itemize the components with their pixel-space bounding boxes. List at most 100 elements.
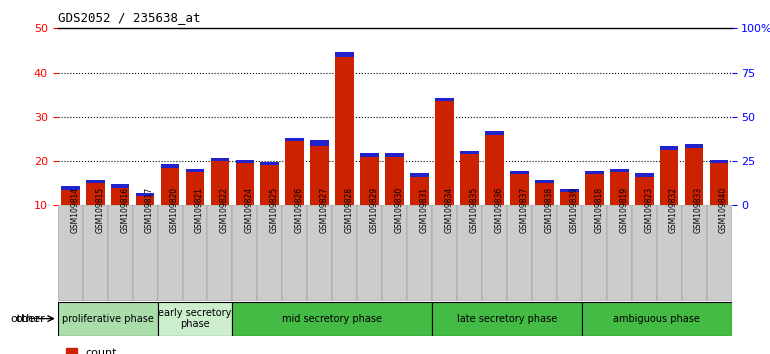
Bar bbox=[385, 156, 404, 205]
FancyBboxPatch shape bbox=[657, 205, 681, 301]
Text: early secretory
phase: early secretory phase bbox=[159, 308, 232, 330]
FancyBboxPatch shape bbox=[607, 205, 631, 301]
Text: GSM109814: GSM109814 bbox=[70, 187, 79, 233]
FancyBboxPatch shape bbox=[357, 205, 382, 301]
FancyBboxPatch shape bbox=[158, 205, 182, 301]
Bar bbox=[435, 101, 454, 205]
FancyBboxPatch shape bbox=[233, 302, 432, 336]
FancyBboxPatch shape bbox=[482, 205, 507, 301]
Text: GSM109817: GSM109817 bbox=[145, 187, 154, 233]
Text: GSM109838: GSM109838 bbox=[544, 187, 554, 233]
Bar bbox=[410, 177, 429, 205]
FancyBboxPatch shape bbox=[707, 205, 732, 301]
Bar bbox=[385, 153, 404, 156]
FancyBboxPatch shape bbox=[82, 205, 108, 301]
Bar bbox=[360, 156, 379, 205]
Bar bbox=[61, 186, 79, 190]
Bar bbox=[286, 138, 304, 141]
Bar bbox=[510, 171, 529, 175]
Bar bbox=[535, 183, 554, 205]
Bar bbox=[136, 196, 155, 205]
Bar bbox=[485, 131, 504, 135]
Text: GSM109827: GSM109827 bbox=[320, 187, 329, 233]
Bar bbox=[286, 141, 304, 205]
Bar bbox=[310, 140, 329, 145]
Bar bbox=[660, 147, 678, 150]
Text: GDS2052 / 235638_at: GDS2052 / 235638_at bbox=[58, 11, 200, 24]
Bar bbox=[634, 177, 654, 205]
Bar bbox=[236, 160, 254, 163]
Bar bbox=[634, 173, 654, 177]
Text: GSM109820: GSM109820 bbox=[170, 187, 179, 233]
Text: GSM109821: GSM109821 bbox=[195, 187, 204, 233]
FancyBboxPatch shape bbox=[307, 205, 332, 301]
Text: other: other bbox=[10, 314, 40, 324]
Text: GSM109837: GSM109837 bbox=[520, 187, 528, 233]
Bar bbox=[260, 162, 280, 166]
Bar bbox=[186, 172, 204, 205]
Bar bbox=[585, 175, 604, 205]
Bar bbox=[685, 144, 704, 148]
Text: GSM109829: GSM109829 bbox=[370, 187, 379, 233]
Bar bbox=[310, 145, 329, 205]
Text: late secretory phase: late secretory phase bbox=[457, 314, 557, 324]
Legend: count, percentile rank within the sample: count, percentile rank within the sample bbox=[63, 346, 276, 354]
FancyBboxPatch shape bbox=[158, 302, 233, 336]
Text: GSM109818: GSM109818 bbox=[594, 187, 603, 233]
Bar bbox=[336, 52, 354, 57]
Bar bbox=[210, 158, 229, 161]
Text: GSM109840: GSM109840 bbox=[719, 187, 728, 233]
Text: other: other bbox=[15, 314, 45, 324]
Text: GSM109830: GSM109830 bbox=[394, 187, 403, 233]
FancyBboxPatch shape bbox=[58, 205, 82, 301]
FancyBboxPatch shape bbox=[382, 205, 407, 301]
Text: GSM109831: GSM109831 bbox=[420, 187, 429, 233]
Text: ambiguous phase: ambiguous phase bbox=[613, 314, 700, 324]
FancyBboxPatch shape bbox=[582, 205, 607, 301]
Text: mid secretory phase: mid secretory phase bbox=[283, 314, 382, 324]
Bar bbox=[336, 57, 354, 205]
FancyBboxPatch shape bbox=[681, 205, 707, 301]
Bar bbox=[560, 192, 579, 205]
Text: GSM109833: GSM109833 bbox=[694, 187, 703, 233]
Bar bbox=[610, 169, 628, 172]
Bar bbox=[161, 164, 179, 168]
FancyBboxPatch shape bbox=[233, 205, 257, 301]
Bar bbox=[161, 168, 179, 205]
FancyBboxPatch shape bbox=[132, 205, 158, 301]
FancyBboxPatch shape bbox=[432, 302, 582, 336]
Bar bbox=[236, 163, 254, 205]
Bar bbox=[460, 151, 479, 154]
Bar bbox=[410, 173, 429, 177]
FancyBboxPatch shape bbox=[407, 205, 432, 301]
Text: proliferative phase: proliferative phase bbox=[62, 314, 153, 324]
Text: GSM109834: GSM109834 bbox=[444, 187, 454, 233]
Bar bbox=[710, 160, 728, 163]
Text: GSM109816: GSM109816 bbox=[120, 187, 129, 233]
Text: GSM109819: GSM109819 bbox=[619, 187, 628, 233]
FancyBboxPatch shape bbox=[557, 205, 582, 301]
Text: GSM109839: GSM109839 bbox=[569, 187, 578, 233]
FancyBboxPatch shape bbox=[182, 205, 207, 301]
FancyBboxPatch shape bbox=[332, 205, 357, 301]
Text: GSM109815: GSM109815 bbox=[95, 187, 104, 233]
FancyBboxPatch shape bbox=[207, 205, 233, 301]
Bar bbox=[210, 161, 229, 205]
FancyBboxPatch shape bbox=[457, 205, 482, 301]
Bar bbox=[560, 188, 579, 192]
Bar bbox=[85, 183, 105, 205]
Bar bbox=[510, 175, 529, 205]
FancyBboxPatch shape bbox=[58, 302, 158, 336]
Bar bbox=[111, 188, 129, 205]
Bar bbox=[610, 172, 628, 205]
Bar bbox=[61, 190, 79, 205]
Bar bbox=[85, 180, 105, 183]
Bar bbox=[660, 150, 678, 205]
Bar bbox=[710, 163, 728, 205]
Bar bbox=[435, 98, 454, 101]
Bar bbox=[685, 148, 704, 205]
Bar bbox=[186, 169, 204, 172]
FancyBboxPatch shape bbox=[257, 205, 283, 301]
FancyBboxPatch shape bbox=[631, 205, 657, 301]
Bar bbox=[360, 153, 379, 156]
